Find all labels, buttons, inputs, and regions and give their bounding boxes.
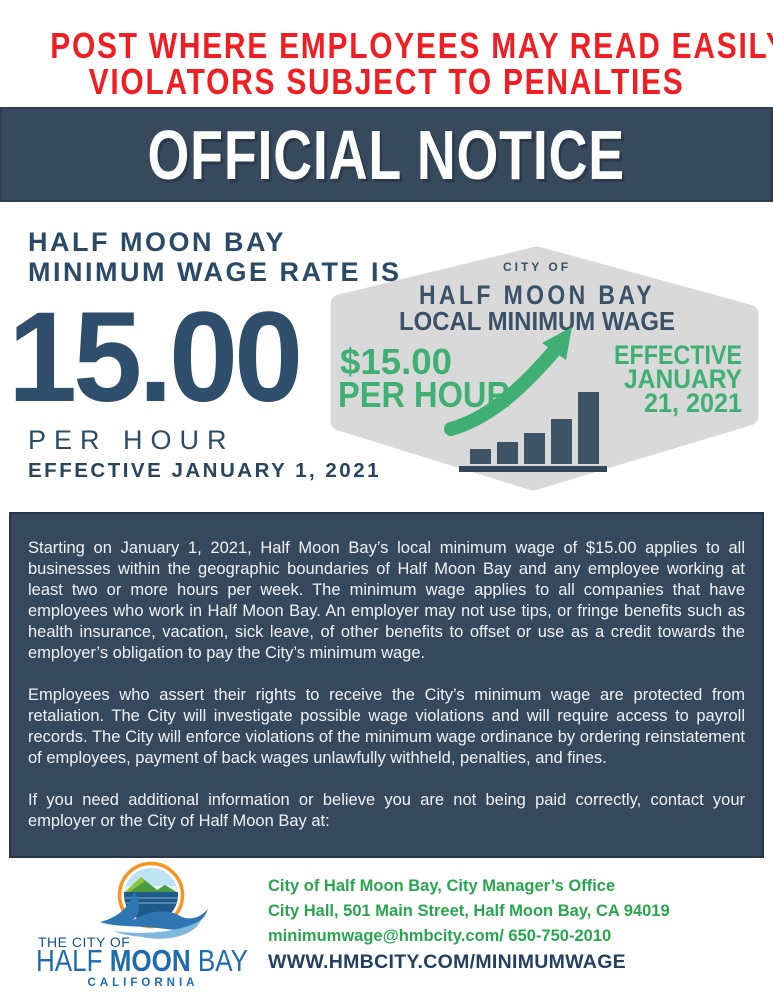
hero-heading-line2: MINIMUM WAGE RATE IS	[28, 257, 402, 287]
body-paragraph-3: If you need additional information or be…	[28, 791, 745, 830]
warning-line-1-text: POST WHERE EMPLOYEES MAY READ EASILY	[50, 26, 773, 67]
logo-name-part3: BAY	[191, 943, 248, 978]
hero-heading-line1: HALF MOON BAY	[28, 227, 287, 257]
hero-heading: HALF MOON BAY MINIMUM WAGE RATE IS	[28, 227, 402, 287]
warning-line-2: VIOLATORS SUBJECT TO PENALTIES	[0, 62, 773, 103]
badge-rate-line1: $15.00	[340, 341, 452, 382]
warning-line-1: POST WHERE EMPLOYEES MAY READ EASILY	[0, 26, 773, 67]
badge-name: HALF MOON BAY	[419, 280, 655, 310]
wage-amount: 15.00	[8, 286, 303, 429]
city-logo: THE CITY OF HALF MOON BAY CALIFORNIA	[36, 861, 248, 989]
logo-california: CALIFORNIA	[88, 977, 199, 989]
warning-line-2-text: VIOLATORS SUBJECT TO PENALTIES	[88, 62, 685, 103]
badge-city-of: CITY OF	[503, 260, 571, 274]
effective-date-label: EFFECTIVE JANUARY 1, 2021	[28, 459, 382, 482]
badge-subtitle: LOCAL MINIMUM WAGE	[399, 306, 675, 336]
contact-line-office: City of Half Moon Bay, City Manager’s Of…	[268, 877, 616, 895]
body-paragraph-2: Employees who assert their rights to rec…	[28, 686, 745, 767]
logo-name-part2: MOON	[110, 943, 191, 978]
logo-the-city-of: THE CITY OF	[38, 934, 130, 950]
per-hour-label: PER HOUR	[28, 425, 235, 455]
growth-arrow-icon	[444, 327, 572, 436]
wage-badge: CITY OF HALF MOON BAY LOCAL MINIMUM WAGE…	[330, 246, 759, 491]
official-notice-banner: OFFICIAL NOTICE	[0, 107, 773, 202]
logo-name-part1: HALF	[36, 943, 110, 978]
city-logo-emblem-icon	[100, 861, 208, 939]
official-notice-title: OFFICIAL NOTICE	[147, 115, 626, 194]
badge-effective-line2: JANUARY	[624, 364, 742, 394]
logo-city-name: HALF MOON BAY	[36, 943, 248, 978]
contact-line-email-phone: minimumwage@hmbcity.com/ 650-750-2010	[268, 927, 612, 945]
contact-block: City of Half Moon Bay, City Manager’s Of…	[268, 874, 670, 949]
website-url: WWW.HMBCITY.COM/MINIMUMWAGE	[268, 951, 626, 973]
body-paragraph-1: Starting on January 1, 2021, Half Moon B…	[28, 539, 745, 662]
body-text-panel: Starting on January 1, 2021, Half Moon B…	[9, 512, 764, 858]
badge-effective-line3: 21, 2021	[644, 388, 742, 418]
badge-effective-line1: EFFECTIVE	[614, 340, 742, 370]
bar-chart-icon	[459, 392, 607, 472]
contact-line-address: City Hall, 501 Main Street, Half Moon Ba…	[268, 902, 670, 920]
